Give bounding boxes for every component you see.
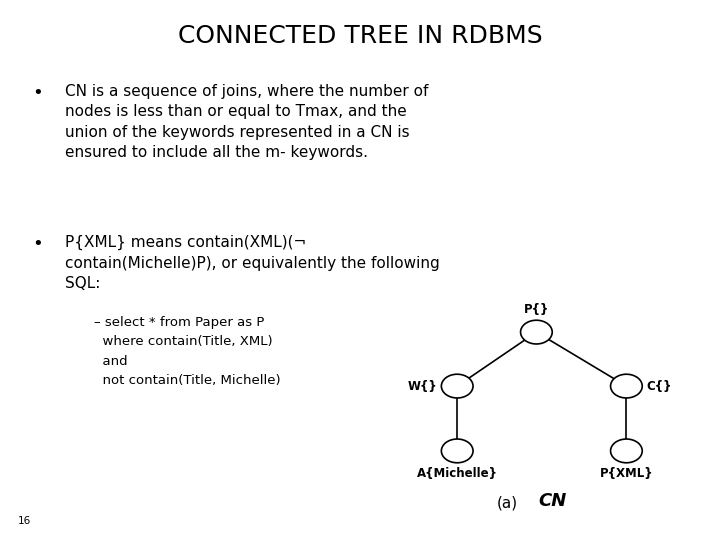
Text: P{}: P{} [523,303,549,316]
Text: CN is a sequence of joins, where the number of
nodes is less than or equal to Tm: CN is a sequence of joins, where the num… [65,84,428,160]
Text: – select * from Paper as P
  where contain(Title, XML)
  and
  not contain(Title: – select * from Paper as P where contain… [94,316,280,387]
Circle shape [611,374,642,398]
Text: •: • [32,84,43,102]
Circle shape [441,439,473,463]
Text: W{}: W{} [408,380,437,393]
Text: •: • [32,235,43,253]
Text: 16: 16 [18,516,31,526]
Circle shape [521,320,552,344]
Text: CONNECTED TREE IN RDBMS: CONNECTED TREE IN RDBMS [178,24,542,48]
Text: CN: CN [539,492,567,510]
Text: (a): (a) [497,495,518,510]
Text: A{Michelle}: A{Michelle} [417,467,498,480]
Circle shape [441,374,473,398]
Text: P{XML}: P{XML} [600,467,653,480]
Circle shape [611,439,642,463]
Text: P{XML} means contain(XML)(¬
contain(Michelle)P), or equivalently the following
S: P{XML} means contain(XML)(¬ contain(Mich… [65,235,439,291]
Text: C{}: C{} [647,380,672,393]
